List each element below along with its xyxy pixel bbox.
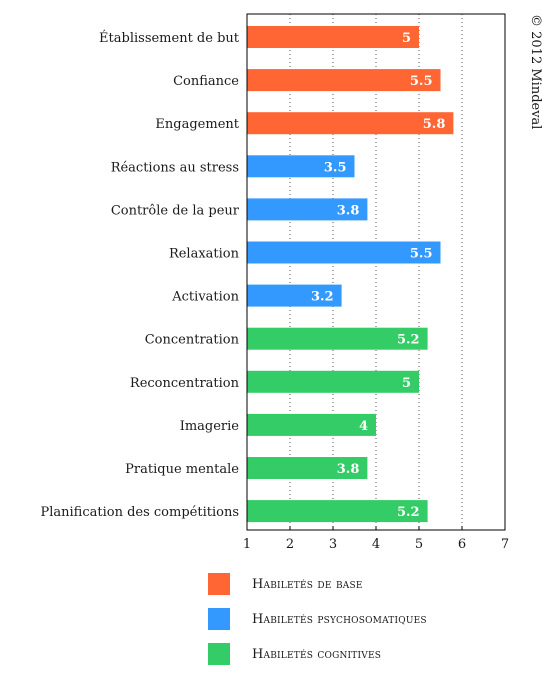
category-label: Établissement de but <box>99 30 240 46</box>
bar-value-label: 3.8 <box>337 203 360 218</box>
bar-value-label: 5.2 <box>397 505 420 520</box>
legend-label-psychosomatic: Habiletés psychosomatiques <box>252 611 427 627</box>
category-label: Activation <box>171 290 239 305</box>
bar <box>247 26 419 48</box>
bar <box>247 69 441 92</box>
bar <box>247 241 441 264</box>
x-tick-label: 7 <box>501 537 509 552</box>
legend-swatch-base <box>208 573 230 595</box>
legend-label-cognitive: Habiletés cognitives <box>252 646 382 662</box>
category-label: Relaxation <box>169 247 240 262</box>
category-label: Confiance <box>173 74 239 89</box>
category-label: Engagement <box>155 117 239 132</box>
category-label: Imagerie <box>180 419 240 434</box>
category-labels: Établissement de but Confiance Engagement R… <box>40 30 239 520</box>
x-tick-label: 3 <box>329 537 337 552</box>
bar-value-label: 4 <box>359 419 368 434</box>
bar-value-label: 5.5 <box>410 247 433 262</box>
bar <box>247 327 428 350</box>
bar-value-label: 5.2 <box>397 333 420 348</box>
bar <box>247 457 368 479</box>
x-tick-label: 6 <box>458 537 466 552</box>
bar-value-label: 5.8 <box>423 117 446 132</box>
bar <box>247 155 355 178</box>
x-tick-label: 4 <box>372 537 380 552</box>
category-label: Pratique mentale <box>125 462 239 477</box>
bar <box>247 112 454 135</box>
legend-item-base: Habiletés de base <box>208 572 427 596</box>
legend-swatch-psychosomatic <box>208 608 230 630</box>
bar <box>247 413 376 436</box>
legend: Habiletés de base Habiletés psychosomati… <box>208 572 427 677</box>
legend-item-psychosomatic: Habiletés psychosomatiques <box>208 607 427 631</box>
category-label: Contrôle de la peur <box>111 203 240 218</box>
bar <box>247 198 368 221</box>
bar-value-label: 5 <box>402 376 411 391</box>
bars: 5 5.5 5.8 3.5 3.8 5.5 3.2 5.2 5 4 3.8 5.2 <box>247 26 454 523</box>
x-tick-label: 2 <box>286 537 294 552</box>
bar-value-label: 3.2 <box>311 290 334 305</box>
legend-label-base: Habiletés de base <box>252 576 363 592</box>
bar <box>247 284 342 307</box>
bar-value-label: 3.8 <box>337 462 360 477</box>
bar <box>247 500 428 523</box>
bar <box>247 370 419 393</box>
bar-value-label: 5.5 <box>410 74 433 89</box>
category-label: Réactions au stress <box>111 160 239 175</box>
legend-item-cognitive: Habiletés cognitives <box>208 642 427 666</box>
copyright-text: © 2012 Mindeval <box>528 14 542 129</box>
category-label: Planification des compétitions <box>40 505 239 520</box>
legend-swatch-cognitive <box>208 643 230 665</box>
x-axis-ticks: 1 2 3 4 5 6 7 <box>243 526 509 552</box>
bar-value-label: 5 <box>402 31 411 46</box>
category-label: Reconcentration <box>130 376 240 391</box>
plot-frame <box>246 13 506 531</box>
grid-lines <box>289 14 463 530</box>
x-tick-label: 1 <box>243 537 251 552</box>
category-label: Concentration <box>145 333 240 348</box>
bar-value-label: 3.5 <box>324 160 347 175</box>
x-tick-label: 5 <box>415 537 423 552</box>
